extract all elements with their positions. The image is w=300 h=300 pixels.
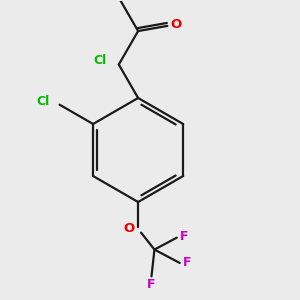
Text: Cl: Cl — [37, 95, 50, 108]
Text: O: O — [124, 222, 135, 235]
Text: O: O — [170, 18, 181, 31]
Text: F: F — [180, 230, 188, 243]
Text: F: F — [183, 256, 191, 269]
Text: F: F — [147, 278, 156, 291]
Text: Cl: Cl — [94, 55, 107, 68]
